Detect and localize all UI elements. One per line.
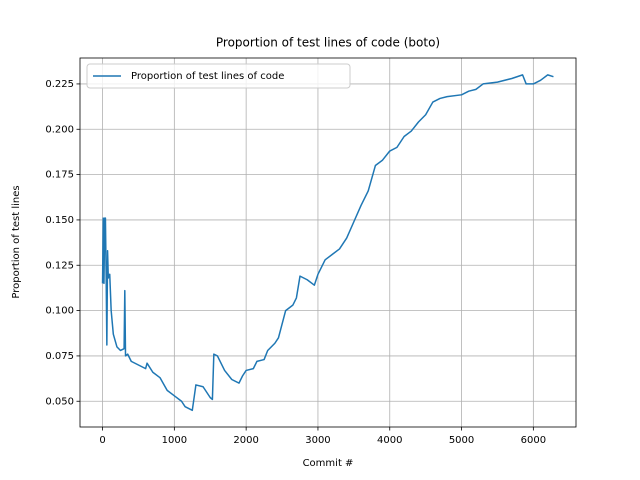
y-tick-label: 0.200 xyxy=(45,124,74,135)
plot-frame xyxy=(79,57,577,428)
y-axis-label: Proportion of test lines xyxy=(11,185,22,298)
x-tick-label: 4000 xyxy=(377,435,402,446)
y-tick-label: 0.050 xyxy=(45,396,74,407)
x-tick-label: 0 xyxy=(99,435,105,446)
x-axis-label: Commit # xyxy=(303,458,354,469)
y-tick-label: 0.100 xyxy=(45,306,74,317)
y-tick-label: 0.125 xyxy=(45,260,74,271)
x-tick-label: 1000 xyxy=(162,435,187,446)
y-tick-label: 0.225 xyxy=(45,79,74,90)
legend-box xyxy=(86,63,351,89)
chart-title: Proportion of test lines of code (boto) xyxy=(216,36,440,50)
y-tick-label: 0.075 xyxy=(45,351,74,362)
x-tick-label: 3000 xyxy=(305,435,330,446)
data-line xyxy=(101,74,554,412)
legend-label: Proportion of test lines of code xyxy=(131,71,284,82)
y-tick-label: 0.150 xyxy=(45,215,74,226)
y-tick-label: 0.175 xyxy=(45,170,74,181)
x-tick-label: 2000 xyxy=(233,435,258,446)
x-tick-label: 5000 xyxy=(449,435,474,446)
x-tick-label: 6000 xyxy=(521,435,546,446)
